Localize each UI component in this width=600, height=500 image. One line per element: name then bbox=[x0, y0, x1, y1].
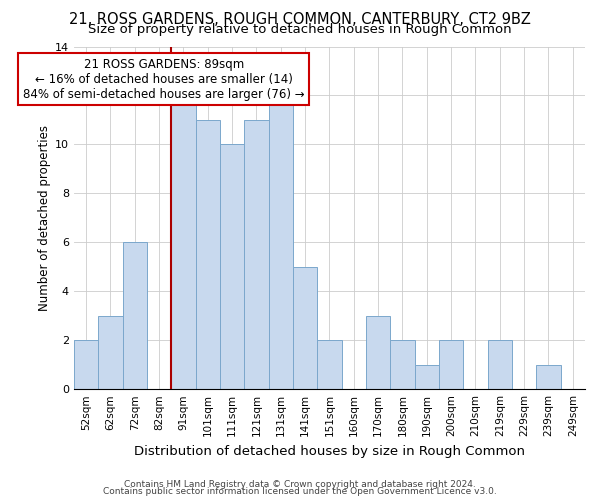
Bar bbox=[415, 364, 439, 389]
Text: Contains public sector information licensed under the Open Government Licence v3: Contains public sector information licen… bbox=[103, 487, 497, 496]
Bar bbox=[317, 340, 341, 389]
Bar bbox=[220, 144, 244, 389]
Text: 21, ROSS GARDENS, ROUGH COMMON, CANTERBURY, CT2 9BZ: 21, ROSS GARDENS, ROUGH COMMON, CANTERBU… bbox=[69, 12, 531, 28]
Text: Size of property relative to detached houses in Rough Common: Size of property relative to detached ho… bbox=[88, 22, 512, 36]
Bar bbox=[536, 364, 560, 389]
Bar bbox=[196, 120, 220, 389]
X-axis label: Distribution of detached houses by size in Rough Common: Distribution of detached houses by size … bbox=[134, 444, 525, 458]
Text: 21 ROSS GARDENS: 89sqm
← 16% of detached houses are smaller (14)
84% of semi-det: 21 ROSS GARDENS: 89sqm ← 16% of detached… bbox=[23, 58, 305, 100]
Bar bbox=[488, 340, 512, 389]
Bar bbox=[122, 242, 147, 389]
Bar bbox=[293, 267, 317, 389]
Bar bbox=[366, 316, 390, 389]
Bar bbox=[244, 120, 269, 389]
Bar bbox=[98, 316, 122, 389]
Bar bbox=[171, 96, 196, 389]
Text: Contains HM Land Registry data © Crown copyright and database right 2024.: Contains HM Land Registry data © Crown c… bbox=[124, 480, 476, 489]
Bar bbox=[269, 96, 293, 389]
Bar bbox=[390, 340, 415, 389]
Bar bbox=[439, 340, 463, 389]
Bar bbox=[74, 340, 98, 389]
Y-axis label: Number of detached properties: Number of detached properties bbox=[38, 125, 51, 311]
